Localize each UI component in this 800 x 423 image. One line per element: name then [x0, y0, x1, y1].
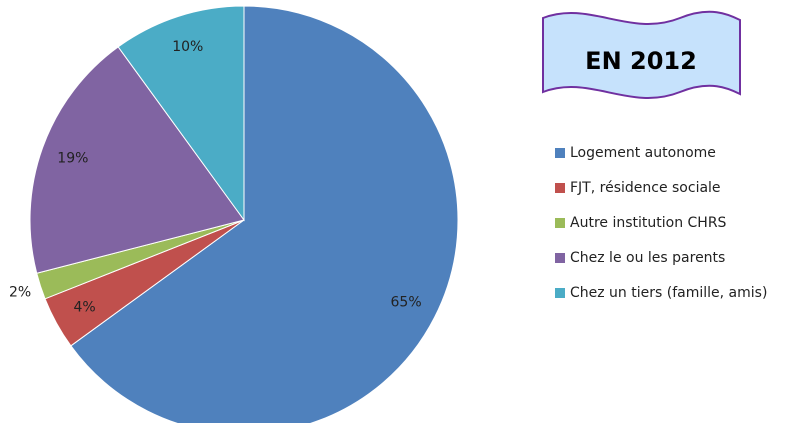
legend-swatch [555, 253, 565, 263]
legend-label: Chez un tiers (famille, amis) [570, 285, 767, 301]
data-label: 4% [73, 300, 95, 316]
legend-swatch [555, 218, 565, 228]
data-label: 19% [57, 150, 88, 166]
legend-swatch [555, 183, 565, 193]
pie-slice [117, 5, 245, 222]
legend-label: Logement autonome [570, 145, 716, 161]
legend-label: Autre institution CHRS [570, 215, 727, 231]
legend-swatch [555, 148, 565, 158]
chart-title: EN 2012 [585, 47, 697, 75]
pie-slice [29, 46, 245, 274]
data-label: 65% [391, 295, 422, 311]
pie-slice [70, 5, 459, 423]
legend-swatch [555, 288, 565, 298]
title-banner [542, 10, 741, 99]
data-label: 10% [172, 39, 203, 55]
legend-label: FJT, résidence sociale [570, 180, 721, 196]
data-label: 2% [9, 285, 31, 301]
legend-label: Chez le ou les parents [570, 250, 725, 266]
